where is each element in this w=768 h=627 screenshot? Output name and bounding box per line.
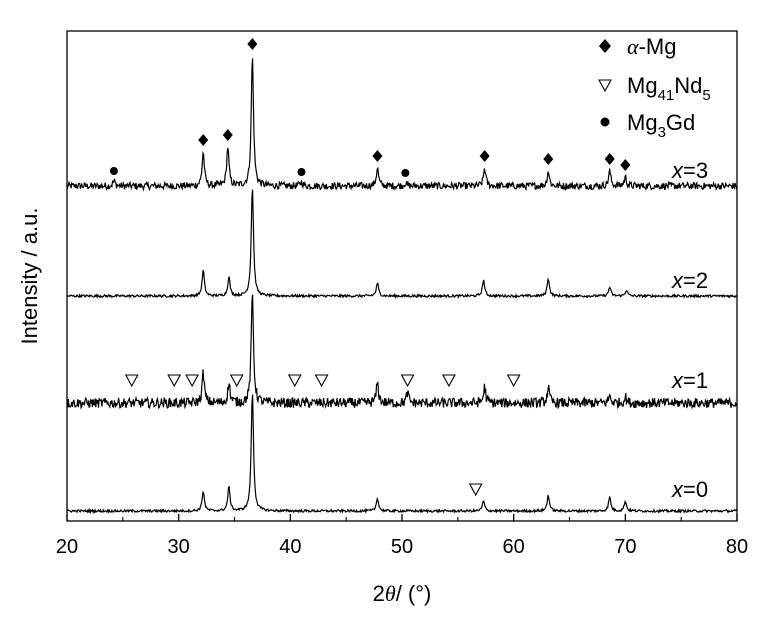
x-tick-label: 60 (503, 536, 525, 558)
alpha-mg-marker (372, 150, 383, 162)
y-axis-title: Intensity / a.u. (17, 208, 42, 345)
alpha-mg-marker (247, 38, 258, 50)
mg3gd-marker (401, 169, 410, 177)
curve-labels: x=3 x=2 x=1 x=0 (671, 158, 708, 502)
alpha-mg-marker (543, 153, 554, 165)
x-tick-label: 50 (391, 536, 413, 558)
legend-mg41nd5-label: Mg41Nd5 (627, 73, 711, 104)
mg41nd5-marker (229, 374, 244, 388)
legend-mg3gd-marker (600, 117, 610, 127)
x-tick-label: 80 (726, 536, 748, 558)
markers-layer (109, 38, 631, 497)
curve-label-x0: x=0 (671, 477, 708, 502)
curve-label-x1: x=1 (671, 368, 708, 393)
mg41nd5-marker (185, 374, 199, 388)
series-line-x1 (66, 294, 738, 410)
mg41nd5-marker (441, 374, 456, 388)
mg41nd5-marker (400, 374, 415, 388)
mg41nd5-marker (314, 374, 329, 388)
x-tick-label: 70 (614, 536, 636, 558)
curve-label-x3: x=3 (671, 158, 708, 183)
series-line-x3 (66, 58, 738, 192)
mg41nd5-marker (506, 374, 521, 388)
mg41nd5-marker (167, 374, 182, 388)
x-tick-label: 30 (168, 536, 190, 558)
x-tick-label: 40 (279, 536, 301, 558)
curves-layer (66, 58, 738, 514)
x-axis-title: 2θ/ (°) (373, 581, 432, 606)
alpha-mg-marker (222, 129, 233, 141)
ticks-layer: 20 30 40 50 60 70 80 (56, 514, 748, 558)
plot-frame (66, 30, 738, 522)
alpha-mg-marker (620, 159, 631, 171)
mg3gd-marker (109, 167, 118, 175)
legend-alpha-mg-marker (599, 39, 611, 53)
mg41nd5-marker (124, 374, 139, 388)
alpha-mg-marker (604, 153, 615, 165)
x-tick-label: 20 (56, 536, 78, 558)
curve-label-x2: x=2 (671, 268, 708, 293)
mg41nd5-marker (287, 374, 302, 388)
series-line-x2 (66, 189, 738, 300)
mg41nd5-marker (468, 483, 483, 497)
legend-mg3gd-label: Mg3Gd (627, 110, 695, 141)
mg3gd-marker (297, 168, 306, 176)
alpha-mg-marker (479, 150, 490, 162)
series-line-x0 (66, 394, 738, 514)
legend-alpha-mg-label: α-Mg (627, 34, 676, 59)
legend: α-Mg Mg41Nd5 Mg3Gd (598, 34, 711, 141)
legend-mg41nd5-marker (598, 79, 612, 93)
alpha-mg-marker (198, 134, 209, 146)
